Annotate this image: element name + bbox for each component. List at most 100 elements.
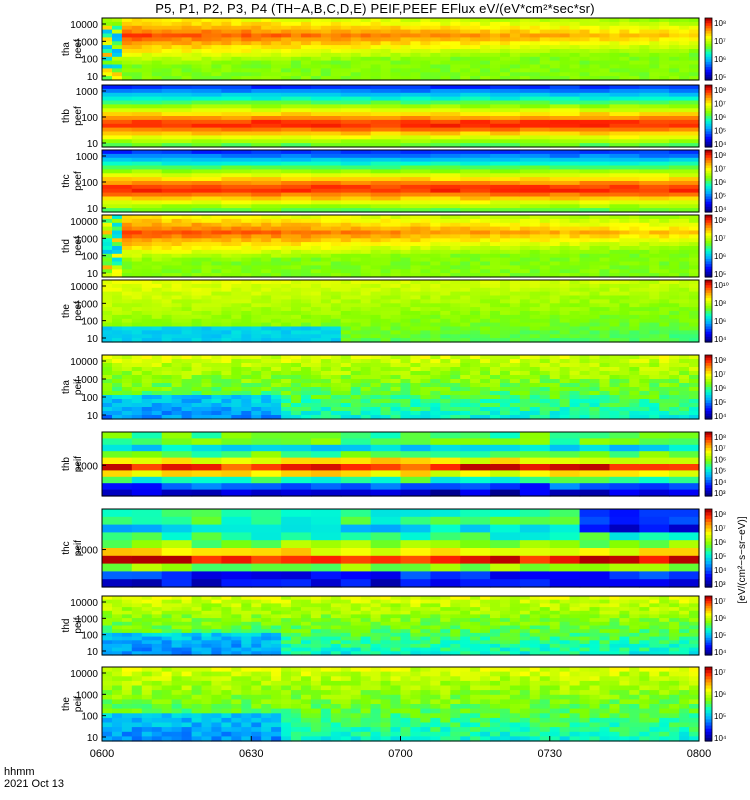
colorbar-tick-label: 10⁶ [714,690,726,699]
colorbar-tick-label: 10⁷ [714,524,726,533]
panel-frame [101,149,700,213]
heatmap-cells-thd_peef [102,215,700,278]
panel-label-line: tha [61,42,72,56]
panel-tha_peef: 10 100 1000 10000 tha peef 10⁵ 10⁶ 10⁷ 10⁸ [61,17,726,83]
y-tick-label: 10 [87,204,99,215]
colorbar-tick-label: 10⁸ [714,356,726,365]
panel-label-line: peif [73,456,84,472]
colorbar-tick-label: 10³ [714,489,726,498]
colorbar-tha_peef: 10⁵ 10⁶ 10⁷ 10⁸ [704,17,726,82]
colorbar-tick-label: 10⁴ [714,140,727,149]
colorbar-thc_peef: 10⁴ 10⁵ 10⁶ 10⁷ 10⁸ [704,149,727,214]
y-tick-label: 10 [87,733,99,744]
panel-label-line: peef [73,236,84,256]
y-tick-label: 100 [81,712,98,723]
y-tick-label: 10000 [70,598,98,609]
colorbar-tick-label: 10⁵ [714,467,726,476]
panel-label-line: thd [61,239,72,253]
colorbar-tick-label: 10⁷ [714,234,726,243]
panel-frame [101,595,700,656]
colorbar-tick-label: 10⁸ [714,299,726,308]
y-tick-label: 100 [81,317,98,328]
x-tick-label: 0700 [388,748,412,760]
y-tick-label: 10000 [70,282,98,293]
time-axis: 0600 0630 0700 0730 0800 [90,736,711,760]
colorbar-tick-label: 10⁷ [714,444,726,453]
colorbar-tha_peif: 10⁴ 10⁵ 10⁶ 10⁷ 10⁸ [704,354,727,421]
y-tick-label: 10000 [70,357,98,368]
panel-thd_peef: 10 100 1000 10000 thd peef 10⁵ 10⁶ 10⁷ 10⁸ [61,214,726,280]
colorbar-tick-label: 10⁸ [714,19,726,28]
panel-the_peif: 10 100 1000 10000 the peif 10⁴ 10⁵ 10⁶ 10⁷ [61,666,727,744]
panel-label-line: thc [61,174,72,187]
colorbar-tick-label: 10⁷ [714,165,726,174]
heatmap-cells-thc_peif [102,509,700,588]
heatmap-cells-tha_peif [102,355,700,420]
y-tick-label: 1000 [76,375,99,386]
y-tick-label: 1000 [76,299,99,310]
y-tick-label: 1000 [76,614,99,625]
colorbar-tick-label: 10⁷ [714,37,726,46]
colorbar-tick-label: 10⁵ [714,631,726,640]
colorbar-tick-label: 10⁴ [714,205,727,214]
panel-thc_peef: 10 100 1000 thc peef 10⁴ 10⁵ 10⁶ 10⁷ 10⁸ [61,149,727,215]
heatmap-cells-thb_peif [102,432,700,497]
y-tick-label: 10 [87,334,99,345]
panel-label-line: the [61,304,72,318]
colorbar-tick-label: 10⁴ [714,412,727,421]
plot-title: P5, P1, P2, P3, P4 (TH−A,B,C,D,E) PEIF,P… [155,1,595,16]
panel-the_peef: 10 100 1000 10000 the peef 10⁴ 10⁶ 10⁸ 10¹⁰ [61,279,729,345]
panel-frame [101,431,700,497]
panel-frame [101,84,700,148]
y-tick-label: 100 [81,631,98,642]
heatmap-cells-the_peef [102,280,700,343]
panel-thc_peif: 1000 thc peif 10³ 10⁴ 10⁵ 10⁶ 10⁷ 10⁸ [61,508,727,589]
time-axis-label: hhmm [4,766,35,778]
y-tick-label: 10000 [70,669,98,680]
y-tick-label: 1000 [76,152,99,163]
colorbar-tick-label: 10⁸ [714,216,726,225]
colorbar-tick-label: 10⁶ [714,178,726,187]
colorbar-tick-label: 10⁷ [714,100,726,109]
colorbar-tick-label: 10⁶ [714,614,726,623]
x-tick-label: 0730 [538,748,562,760]
colorbar-tick-label: 10⁴ [714,734,727,743]
colorbar-thc_peif: 10³ 10⁴ 10⁵ 10⁶ 10⁷ 10⁸ [704,508,727,589]
panel-label-line: peif [73,696,84,712]
colorbar-tick-label: 10⁴ [714,566,727,575]
panel-frame [101,17,700,81]
colorbar-thd_peif: 10⁴ 10⁵ 10⁶ 10⁷ [704,595,727,657]
y-tick-label: 100 [81,393,98,404]
heatmap-cells-thb_peef [102,85,700,148]
colorbar-tick-label: 10⁵ [714,192,726,201]
colorbar-tick-label: 10⁴ [714,648,727,657]
colorbar-tick-label: 10⁸ [714,433,726,442]
heatmap-cells-thd_peif [102,596,700,656]
colorbar-unit-label-group: [eV/(cm²−s−sr−eV)] [737,516,748,603]
panel-frame [101,354,700,420]
panel-label-line: peef [73,106,84,126]
colorbar-unit-label: [eV/(cm²−s−sr−eV)] [737,516,748,603]
y-tick-label: 100 [81,252,98,263]
panel-thd_peif: 10 100 1000 10000 thd peif 10⁴ 10⁵ 10⁶ 10⁷ [61,595,727,658]
y-tick-label: 1000 [76,461,99,472]
y-tick-label: 1000 [76,690,99,701]
colorbar-tick-label: 10⁵ [714,398,726,407]
colorbar-the_peif: 10⁴ 10⁵ 10⁶ 10⁷ [704,666,727,743]
colorbar-tick-label: 10⁶ [714,538,726,547]
panel-label-line: peef [73,301,84,321]
colorbar-tick-label: 10⁵ [714,712,726,721]
y-tick-label: 100 [81,113,98,124]
panel-thb_peif: 1000 thb peif 10³ 10⁴ 10⁵ 10⁶ 10⁷ 10⁸ [61,431,727,498]
x-tick-label: 0800 [687,748,711,760]
y-tick-label: 10000 [70,20,98,31]
panel-label-line: peef [73,39,84,59]
panel-frame [101,279,700,343]
colorbar-tick-label: 10⁵ [714,270,726,279]
colorbar-tick-label: 10⁸ [714,151,726,160]
colorbar-tick-label: 10⁵ [714,127,726,136]
y-tick-label: 1000 [76,37,99,48]
y-tick-label: 10 [87,411,99,422]
